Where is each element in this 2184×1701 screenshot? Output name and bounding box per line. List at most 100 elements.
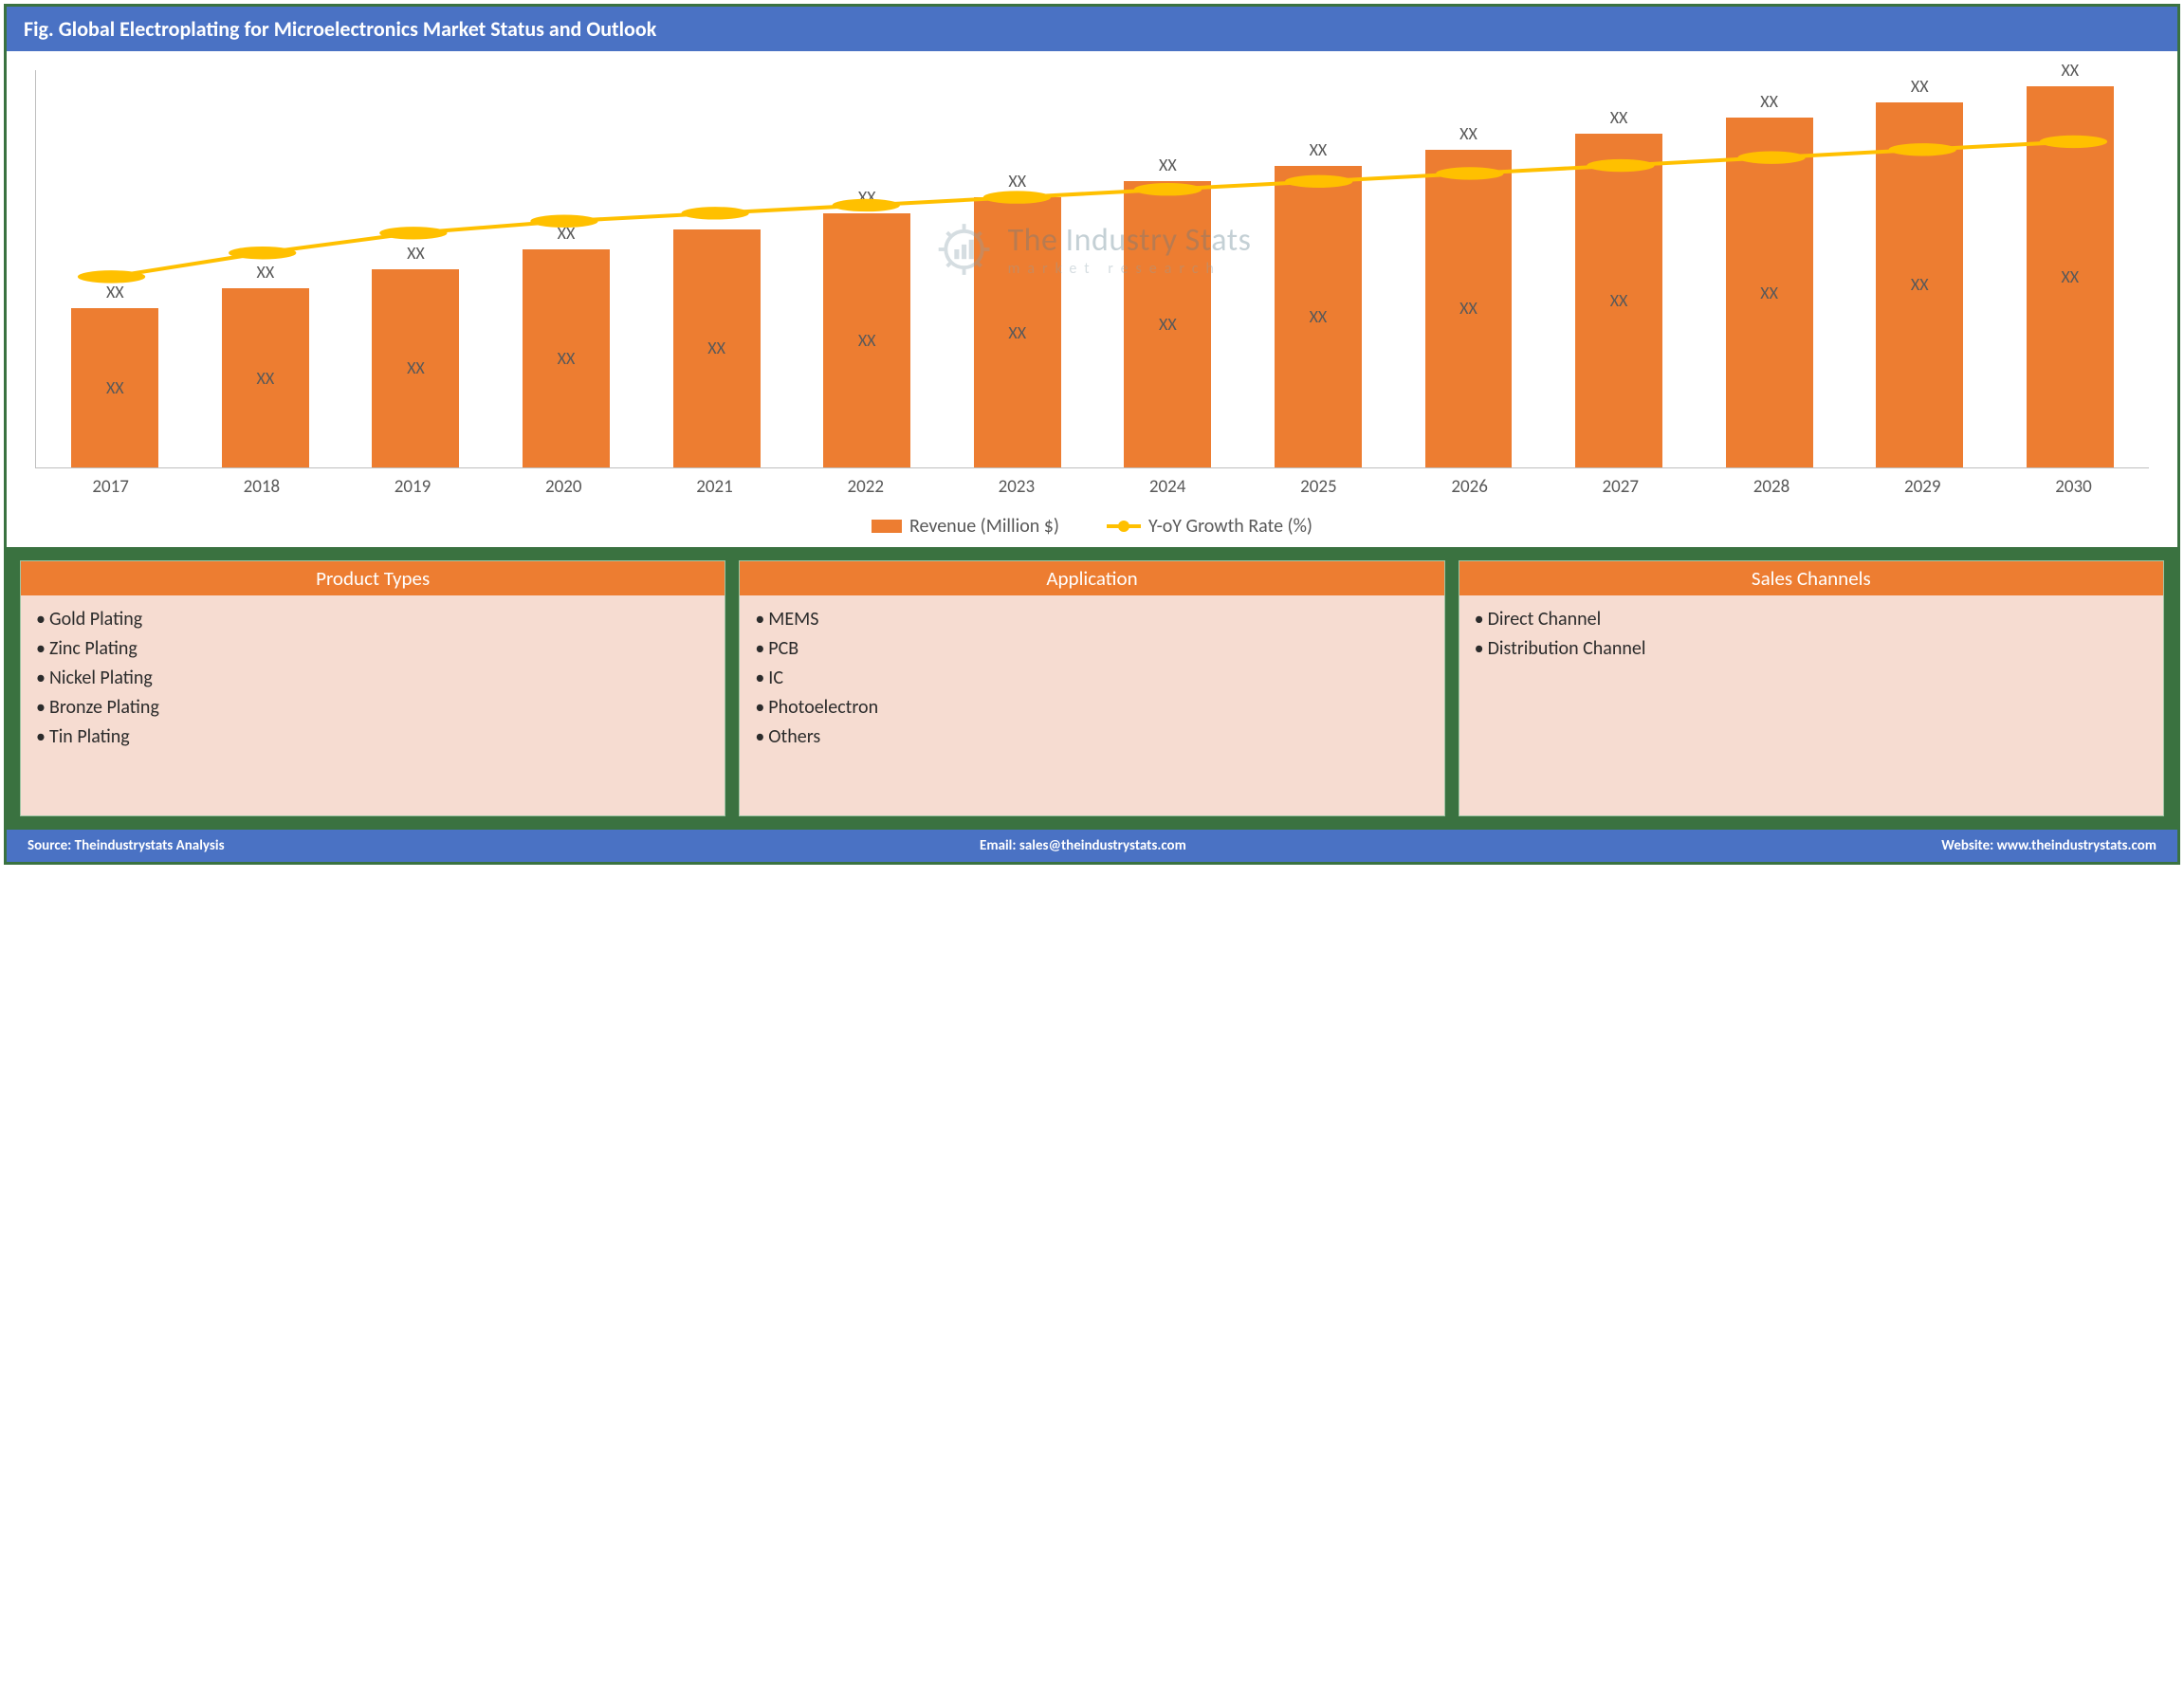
card-item: Tin Plating <box>36 722 709 752</box>
bar-group: XXXXXXXXXXXXXXXXXXXXXXXXXXXXXXXXXXXXXXXX… <box>36 70 2149 467</box>
figure-title-bar: Fig. Global Electroplating for Microelec… <box>7 7 2177 51</box>
bar-inner-label: XX <box>1459 298 1477 319</box>
card-item: IC <box>755 664 1428 693</box>
card-header: Sales Channels <box>1459 561 2163 595</box>
bar-inner-label: XX <box>1159 314 1177 335</box>
figure-footer: Source: Theindustrystats Analysis Email:… <box>7 830 2177 862</box>
bar-inner-label: XX <box>858 330 876 351</box>
bar-inner-label: XX <box>1008 322 1026 343</box>
bar-inner-label: XX <box>1310 306 1328 327</box>
bar-slot: XX XX <box>1393 70 1544 467</box>
card-item: Direct Channel <box>1475 605 2148 634</box>
legend-line-swatch <box>1107 524 1141 528</box>
bar-top-label: XX <box>1008 171 1026 192</box>
card-item: Photoelectron <box>755 693 1428 722</box>
x-tick: 2025 <box>1243 476 1394 498</box>
bar-slot: XX XX <box>340 70 491 467</box>
bar-top-label: XX <box>1760 91 1778 112</box>
card-item: MEMS <box>755 605 1428 634</box>
x-tick: 2018 <box>186 476 337 498</box>
category-card: ApplicationMEMSPCBICPhotoelectronOthers <box>739 560 1444 816</box>
footer-website: Website: www.theindustrystats.com <box>1941 837 2156 854</box>
bar-slot: XX XX <box>191 70 341 467</box>
card-item: Others <box>755 722 1428 752</box>
bar-slot: XX XX <box>1844 70 1995 467</box>
bar-top-label: XX <box>1459 123 1477 144</box>
bar-inner-label: XX <box>407 357 425 378</box>
revenue-bar: XX <box>1575 134 1662 467</box>
revenue-bar: XX <box>1275 166 1362 467</box>
bar-slot: XX XX <box>641 70 792 467</box>
bar-top-label: XX <box>1911 76 1929 97</box>
x-tick: 2030 <box>1998 476 2149 498</box>
x-tick: 2026 <box>1394 476 1545 498</box>
bar-slot: XX XX <box>1243 70 1394 467</box>
x-tick: 2027 <box>1545 476 1696 498</box>
bar-top-label: XX <box>707 203 725 224</box>
bar-inner-label: XX <box>1760 283 1778 303</box>
bar-slot: XX XX <box>792 70 943 467</box>
legend-bar-swatch <box>872 520 902 533</box>
figure-container: Fig. Global Electroplating for Microelec… <box>4 4 2180 865</box>
x-tick: 2021 <box>639 476 790 498</box>
bar-inner-label: XX <box>2061 266 2079 287</box>
x-tick: 2023 <box>941 476 1092 498</box>
bar-inner-label: XX <box>257 368 275 389</box>
bar-inner-label: XX <box>106 377 124 398</box>
category-cards-row: Product TypesGold PlatingZinc PlatingNic… <box>7 547 2177 830</box>
revenue-bar: XX <box>823 213 910 467</box>
revenue-bar: XX <box>673 229 761 467</box>
x-tick: 2019 <box>337 476 487 498</box>
card-body: Direct ChannelDistribution Channel <box>1459 595 2163 673</box>
bar-top-label: XX <box>2061 60 2079 81</box>
x-tick: 2022 <box>790 476 941 498</box>
bar-top-label: XX <box>1610 107 1628 128</box>
bar-top-label: XX <box>858 187 876 208</box>
revenue-bar: XX <box>71 308 158 467</box>
x-tick: 2029 <box>1847 476 1998 498</box>
legend-bar-label: Revenue (Million $) <box>909 515 1059 538</box>
x-tick: 2024 <box>1092 476 1243 498</box>
chart-panel: XXXXXXXXXXXXXXXXXXXXXXXXXXXXXXXXXXXXXXXX… <box>7 51 2177 547</box>
legend-line-label: Y-oY Growth Rate (%) <box>1148 515 1312 538</box>
bar-slot: XX XX <box>1092 70 1243 467</box>
card-body: MEMSPCBICPhotoelectronOthers <box>740 595 1443 761</box>
bar-inner-label: XX <box>707 338 725 358</box>
revenue-bar: XX <box>1876 102 1963 467</box>
category-card: Product TypesGold PlatingZinc PlatingNic… <box>20 560 725 816</box>
bar-top-label: XX <box>257 262 275 283</box>
bar-inner-label: XX <box>1911 274 1929 295</box>
bar-slot: XX XX <box>1694 70 1844 467</box>
bar-top-label: XX <box>407 243 425 264</box>
footer-email: Email: sales@theindustrystats.com <box>980 837 1186 854</box>
revenue-bar: XX <box>523 249 610 467</box>
bar-inner-label: XX <box>1610 290 1628 311</box>
footer-source: Source: Theindustrystats Analysis <box>28 837 225 854</box>
revenue-bar: XX <box>1124 181 1211 467</box>
bar-slot: XX XX <box>1544 70 1695 467</box>
figure-title: Fig. Global Electroplating for Microelec… <box>24 16 656 42</box>
bar-top-label: XX <box>1159 155 1177 175</box>
bar-inner-label: XX <box>558 348 576 369</box>
bar-top-label: XX <box>106 282 124 302</box>
chart-plot-area: XXXXXXXXXXXXXXXXXXXXXXXXXXXXXXXXXXXXXXXX… <box>35 70 2149 468</box>
legend-revenue: Revenue (Million $) <box>872 515 1059 538</box>
bar-slot: XX XX <box>40 70 191 467</box>
bar-top-label: XX <box>1310 139 1328 160</box>
card-body: Gold PlatingZinc PlatingNickel PlatingBr… <box>21 595 725 761</box>
category-card: Sales ChannelsDirect ChannelDistribution… <box>1459 560 2164 816</box>
card-header: Application <box>740 561 1443 595</box>
card-item: Gold Plating <box>36 605 709 634</box>
revenue-bar: XX <box>222 288 309 467</box>
card-item: Distribution Channel <box>1475 634 2148 664</box>
x-tick: 2028 <box>1696 476 1846 498</box>
legend-growth: Y-oY Growth Rate (%) <box>1107 515 1312 538</box>
card-item: PCB <box>755 634 1428 664</box>
chart-legend: Revenue (Million $) Y-oY Growth Rate (%) <box>26 515 2158 538</box>
x-tick: 2020 <box>488 476 639 498</box>
revenue-bar: XX <box>372 269 459 468</box>
x-axis: 2017201820192020202120222023202420252026… <box>35 476 2149 498</box>
bar-slot: XX XX <box>942 70 1092 467</box>
bar-top-label: XX <box>558 223 576 244</box>
revenue-bar: XX <box>974 197 1061 467</box>
